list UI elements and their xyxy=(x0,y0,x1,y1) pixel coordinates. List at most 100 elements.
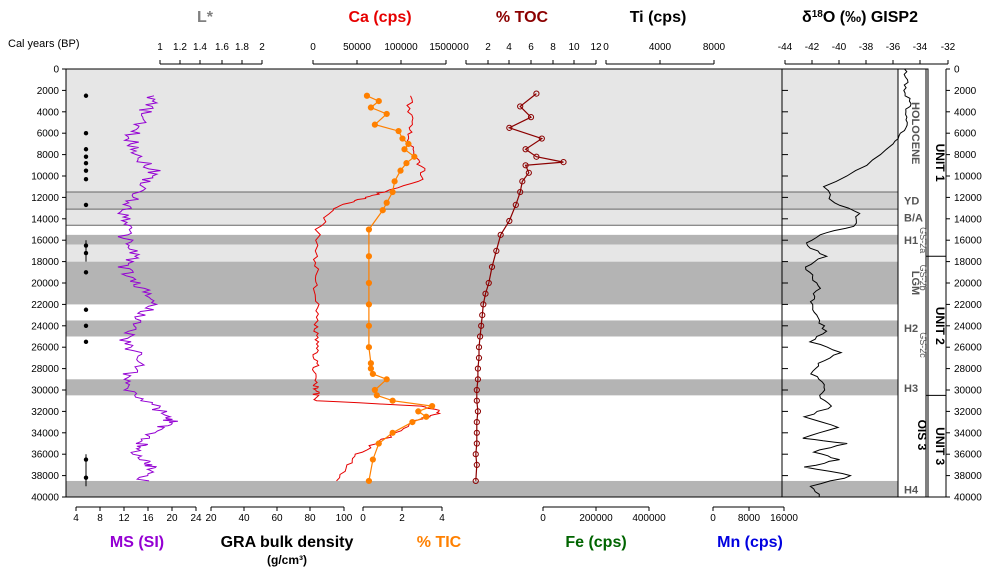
axis-tick-label: 0 xyxy=(710,513,716,524)
series-point xyxy=(538,135,545,142)
right-y-tick-label: 40000 xyxy=(954,493,982,504)
right-y-tick-label: 34000 xyxy=(954,428,982,439)
y-axis-title: Cal years (BP) xyxy=(8,38,80,50)
age-control-point xyxy=(83,307,89,312)
series-point xyxy=(506,217,513,225)
series-point xyxy=(512,201,519,208)
series-point xyxy=(485,279,492,287)
series-point xyxy=(365,279,373,287)
axis-tick-label: 4 xyxy=(439,513,445,524)
series-point xyxy=(533,90,540,97)
axis-tick-label: 2 xyxy=(259,42,265,53)
right-y-tick-label: 36000 xyxy=(954,450,982,461)
axis-tick-label: 100 xyxy=(336,513,353,524)
right-y-tick-label: 16000 xyxy=(954,236,982,247)
axis-tick-label: 8 xyxy=(97,513,103,524)
series-point xyxy=(409,419,416,426)
axis-tick-label: 1.4 xyxy=(193,42,207,53)
axis-tick-label: -38 xyxy=(859,42,874,53)
zone-label: H2 xyxy=(904,323,918,335)
series-point xyxy=(497,231,504,238)
axis-tick-label: 2 xyxy=(399,513,405,524)
axis-tick-label: -42 xyxy=(805,42,820,53)
zone-label: LGM xyxy=(909,271,921,295)
right-y-tick-label: 0 xyxy=(954,65,960,76)
zone-band xyxy=(66,261,898,305)
axis-tick-label: 40 xyxy=(238,513,250,524)
zone-label: YD xyxy=(904,196,919,208)
right-y-tick-label: 24000 xyxy=(954,321,982,332)
y-tick-label: 22000 xyxy=(31,300,59,311)
series-point xyxy=(480,301,487,308)
axis-tick-label: 8000 xyxy=(703,42,726,53)
series-point xyxy=(397,167,404,174)
axis-tick-label: -36 xyxy=(886,42,901,53)
series-point xyxy=(473,440,480,447)
series-point xyxy=(391,178,398,185)
axis-tick-label: 60 xyxy=(271,513,283,524)
series-title: GRA bulk density xyxy=(221,534,354,551)
age-control-point xyxy=(83,323,89,328)
series-point xyxy=(371,121,378,128)
series-title: Mn (cps) xyxy=(717,534,783,551)
series-point xyxy=(411,153,418,160)
axis-tick-label: 80 xyxy=(304,513,316,524)
axis-tick-label: 20 xyxy=(205,513,217,524)
series-point xyxy=(472,451,479,458)
series-point xyxy=(423,413,430,420)
zone-label: H1 xyxy=(904,235,918,247)
axis-tick-label: 10 xyxy=(568,42,580,53)
series-point xyxy=(403,160,410,167)
series-title: % TIC xyxy=(417,534,462,551)
y-tick-label: 18000 xyxy=(31,257,59,268)
right-y-tick-label: 26000 xyxy=(954,343,982,354)
axis-tick-label: 4 xyxy=(73,513,79,524)
age-control-point xyxy=(83,131,89,136)
axis-tick-label: 0 xyxy=(360,513,366,524)
zone-band xyxy=(66,379,898,396)
right-y-tick-label: 2000 xyxy=(954,86,977,97)
series-point xyxy=(560,158,567,166)
right-y-tick-label: 20000 xyxy=(954,279,982,290)
axis-tick-label: 12 xyxy=(590,42,602,53)
axis-tick-label: 2 xyxy=(485,42,491,53)
series-point xyxy=(517,188,524,196)
axis-tick-label: 1.8 xyxy=(235,42,249,53)
age-control-point xyxy=(83,93,89,98)
zone-label: H4 xyxy=(904,485,919,497)
series-point xyxy=(379,207,386,214)
y-tick-label: 10000 xyxy=(31,172,59,183)
right-y-tick-label: 28000 xyxy=(954,364,982,375)
series-point xyxy=(365,344,373,351)
y-tick-label: 14000 xyxy=(31,214,59,225)
right-y-tick-label: 6000 xyxy=(954,129,977,140)
axis-tick-label: 6 xyxy=(528,42,534,53)
zone-band xyxy=(66,480,898,497)
y-tick-label: 2000 xyxy=(37,86,60,97)
axis-tick-label: 4000 xyxy=(649,42,672,53)
zone-label: GS-2b xyxy=(918,265,928,291)
axis-tick-label: 0 xyxy=(310,42,316,53)
right-y-tick-label: 8000 xyxy=(954,150,977,161)
series-point xyxy=(375,98,382,105)
axis-tick-label: -44 xyxy=(778,42,793,53)
series-point xyxy=(371,386,378,394)
axis-tick-label: 150000 xyxy=(429,42,463,53)
series-point xyxy=(473,461,480,468)
series-point xyxy=(367,104,374,111)
zone-band xyxy=(66,209,898,226)
series-point xyxy=(473,386,480,394)
series-point xyxy=(522,146,529,153)
right-y-tick-label: 30000 xyxy=(954,386,982,397)
series-point xyxy=(519,178,526,185)
series-point xyxy=(473,419,480,426)
zone-band xyxy=(66,69,898,193)
axis-tick-label: 1.2 xyxy=(173,42,187,53)
axis-tick-label: 0 xyxy=(463,42,469,53)
zone-label: GS-2c xyxy=(918,332,928,358)
series-title: Ca (cps) xyxy=(348,9,411,26)
series-point xyxy=(415,408,422,415)
series-point xyxy=(401,146,408,153)
axis-tick-label: 1.6 xyxy=(215,42,229,53)
